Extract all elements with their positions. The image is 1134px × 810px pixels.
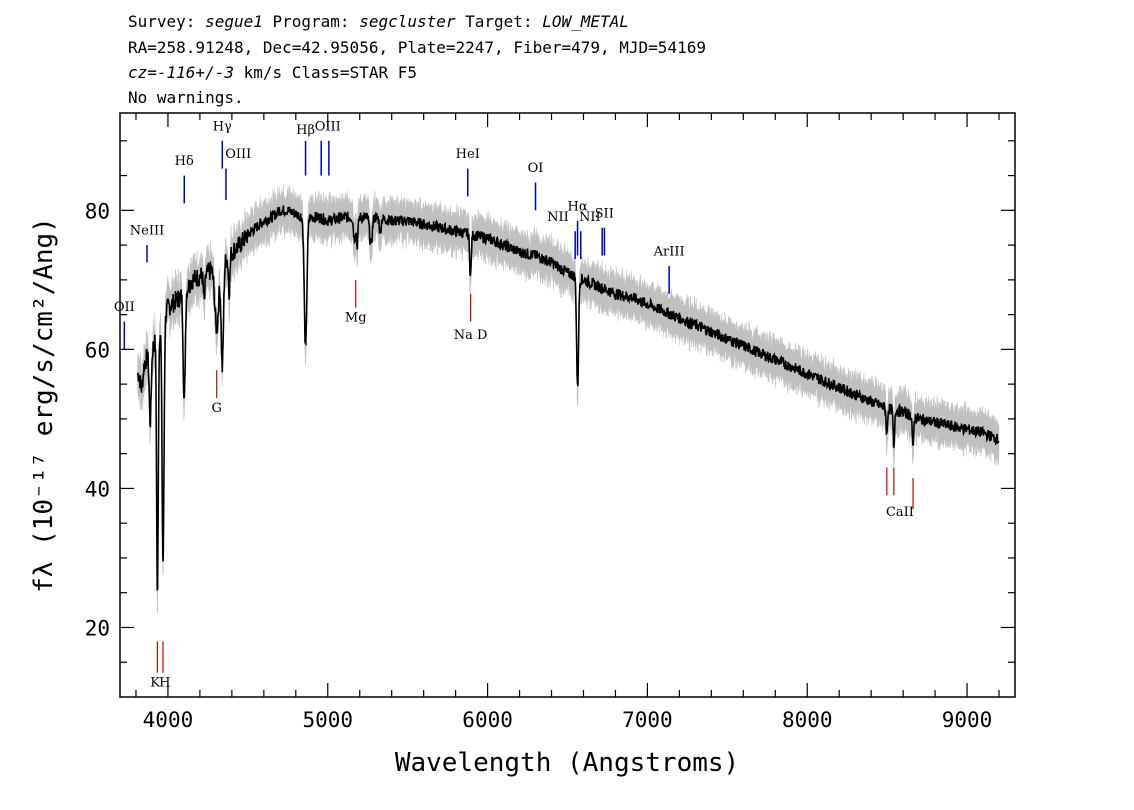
y-tick-label: 20 xyxy=(85,616,110,640)
flux-line xyxy=(136,205,1000,591)
program-value: segcluster xyxy=(359,12,456,31)
header-line-2: RA=258.91248, Dec=42.95056, Plate=2247, … xyxy=(128,38,706,57)
survey-value: segue1 xyxy=(205,12,263,31)
line-label: K xyxy=(150,676,160,691)
x-tick-label: 6000 xyxy=(462,708,513,732)
target-label: Target: xyxy=(455,12,543,31)
target-value: LOW_METAL xyxy=(542,12,629,31)
line-label: NII xyxy=(547,210,569,225)
x-axis-label: Wavelength (Angstroms) xyxy=(395,748,739,778)
line-label: Hα xyxy=(568,199,588,214)
plot-axes: 4000 5000 6000 7000 8000 9000 20 40 60 80 xyxy=(85,112,1016,732)
line-label: NeIII xyxy=(130,224,164,239)
plot-frame xyxy=(119,112,1016,698)
x-tick-label: 8000 xyxy=(782,708,833,732)
x-tick-label: 7000 xyxy=(622,708,673,732)
header-line-3: cz=-116+/-3 km/s Class=STAR F5 xyxy=(128,63,417,83)
line-label: CaII xyxy=(886,505,914,520)
header-line-4: No warnings. xyxy=(128,88,244,107)
line-label: Hδ xyxy=(175,154,194,169)
line-label: G xyxy=(211,401,221,416)
line-label: HeI xyxy=(456,147,480,162)
line-label: H xyxy=(159,676,170,691)
line-label: Hγ xyxy=(213,119,232,134)
line-label: OII xyxy=(114,300,135,315)
class-value: km/s Class=STAR F5 xyxy=(233,63,417,82)
redshift-value: cz=-116+/-3 xyxy=(128,63,234,82)
header-line-1: Survey: segue1 Program: segcluster Targe… xyxy=(128,12,629,32)
line-label: ArIII xyxy=(653,245,685,260)
line-label: OIII xyxy=(225,147,251,162)
program-label: Program: xyxy=(262,12,360,31)
x-tick-label: 4000 xyxy=(143,708,194,732)
y-tick-label: 40 xyxy=(85,477,110,501)
line-label: OI xyxy=(528,161,544,176)
line-label: Hβ xyxy=(296,123,315,138)
y-axis-label: fλ (10⁻¹⁷ erg/s/cm²/Ang) xyxy=(29,217,59,593)
x-tick-label: 5000 xyxy=(302,708,353,732)
line-label: NII xyxy=(579,210,601,225)
line-label: Mg xyxy=(345,311,367,326)
y-tick-label: 80 xyxy=(85,199,110,223)
survey-label: Survey: xyxy=(128,12,206,31)
line-label: Na D xyxy=(454,328,488,343)
spectrum-series xyxy=(136,205,1000,591)
x-tick-label: 9000 xyxy=(942,708,993,732)
line-label: SII xyxy=(595,206,614,221)
y-tick-label: 60 xyxy=(85,338,110,362)
